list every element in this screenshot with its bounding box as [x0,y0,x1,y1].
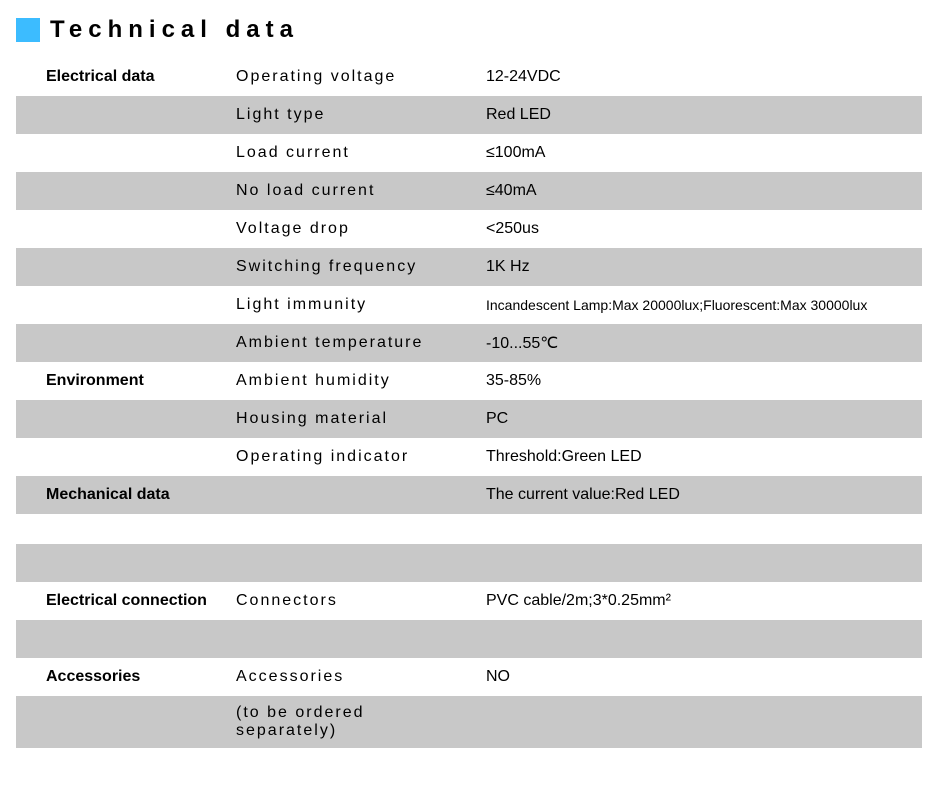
value-cell: Threshold:Green LED [476,438,922,476]
category-cell: Environment [16,362,226,400]
table-row: Switching frequency1K Hz [16,248,922,286]
value-cell [476,620,922,658]
parameter-cell: Ambient humidity [226,362,476,400]
category-cell [16,324,226,362]
table-row: No load current≤40mA [16,172,922,210]
table-row: Light immunityIncandescent Lamp:Max 2000… [16,286,922,324]
value-cell: Incandescent Lamp:Max 20000lux;Fluoresce… [476,286,922,324]
table-row: EnvironmentAmbient humidity35-85% [16,362,922,400]
parameter-cell: Voltage drop [226,210,476,248]
category-cell [16,438,226,476]
table-row: Voltage drop<250us [16,210,922,248]
table-row [16,620,922,658]
table-row: Mechanical data The current value:Red LED [16,476,922,514]
category-cell [16,696,226,748]
value-cell: ≤100mA [476,134,922,172]
category-cell [16,96,226,134]
table-row: Electrical dataOperating voltage12-24VDC [16,58,922,96]
parameter-cell: (to be ordered separately) [226,696,476,748]
value-cell: -10...55℃ [476,324,922,362]
table-row: (to be ordered separately) [16,696,922,748]
table-row: Light typeRed LED [16,96,922,134]
technical-data-table: Electrical dataOperating voltage12-24VDC… [16,58,922,514]
value-cell: 12-24VDC [476,58,922,96]
parameter-cell: Load current [226,134,476,172]
category-cell [16,172,226,210]
category-cell [16,620,226,658]
table-row: Ambient temperature-10...55℃ [16,324,922,362]
category-cell: Mechanical data [16,476,226,514]
value-cell [476,696,922,748]
value-cell: Red LED [476,96,922,134]
value-cell: ≤40mA [476,172,922,210]
parameter-cell: Light immunity [226,286,476,324]
category-cell [16,248,226,286]
value-cell: 1K Hz [476,248,922,286]
parameter-cell: Operating indicator [226,438,476,476]
parameter-cell [226,544,476,582]
section-header: Technical data [16,16,922,44]
technical-data-table-2: Electrical connectionConnectorsPVC cable… [16,544,922,748]
table-row: Housing materialPC [16,400,922,438]
parameter-cell: Light type [226,96,476,134]
category-cell [16,210,226,248]
value-cell: PC [476,400,922,438]
category-cell: Accessories [16,658,226,696]
value-cell: PVC cable/2m;3*0.25mm² [476,582,922,620]
parameter-cell: Switching frequency [226,248,476,286]
category-cell: Electrical connection [16,582,226,620]
table-row: AccessoriesAccessoriesNO [16,658,922,696]
parameter-cell [226,476,476,514]
parameter-cell: Housing material [226,400,476,438]
parameter-cell: Accessories [226,658,476,696]
value-cell: <250us [476,210,922,248]
table-row: Electrical connectionConnectorsPVC cable… [16,582,922,620]
category-cell [16,134,226,172]
parameter-cell: Ambient temperature [226,324,476,362]
parameter-cell: No load current [226,172,476,210]
value-cell [476,544,922,582]
header-accent-square [16,18,40,42]
value-cell: 35-85% [476,362,922,400]
category-cell [16,544,226,582]
value-cell: NO [476,658,922,696]
section-title: Technical data [50,16,299,44]
table-row: Operating indicatorThreshold:Green LED [16,438,922,476]
value-cell: The current value:Red LED [476,476,922,514]
category-cell: Electrical data [16,58,226,96]
category-cell [16,400,226,438]
parameter-cell [226,620,476,658]
parameter-cell: Connectors [226,582,476,620]
category-cell [16,286,226,324]
table-gap [16,514,922,544]
parameter-cell: Operating voltage [226,58,476,96]
table-row: Load current≤100mA [16,134,922,172]
table-row [16,544,922,582]
